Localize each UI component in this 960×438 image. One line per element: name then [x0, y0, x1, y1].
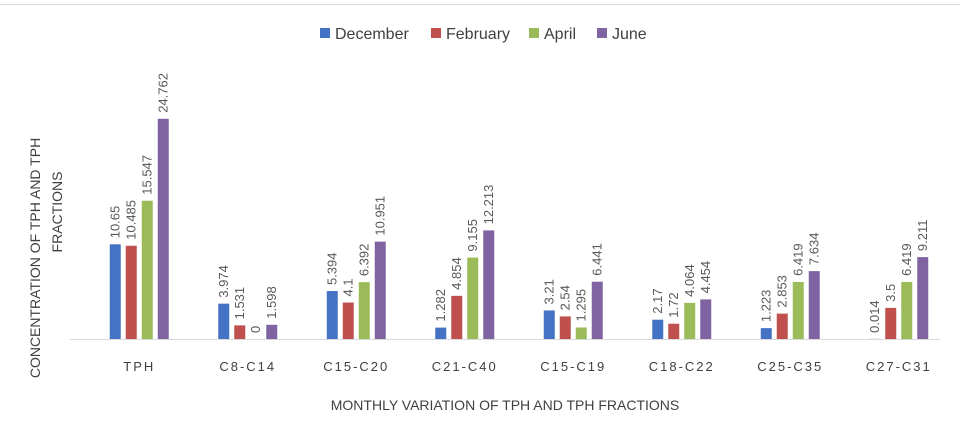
x-tick-label-3: C21-C40 [432, 359, 498, 374]
x-axis-ticks: TPH C8-C14 C15-C20 C21-C40 C15-C19 C18-C22 C25… [123, 359, 932, 374]
bar-0-3 [157, 118, 169, 339]
legend-swatch-1 [431, 28, 441, 38]
data-label-3-3: 12.213 [481, 185, 496, 225]
y-axis-title-line-2: FRACTIONS [49, 172, 65, 253]
data-label-1-3: 1.598 [264, 286, 279, 319]
bar-5-2 [684, 302, 696, 339]
bar-1-0 [218, 303, 230, 339]
data-label-1-0: 3.974 [216, 265, 231, 298]
x-tick-label-4: C15-C19 [540, 359, 606, 374]
y-axis-title: CONCENTRATION OF TPH AND TPH FRACTIONS [27, 138, 65, 378]
bar-7-3 [917, 257, 929, 339]
x-tick-label-1: C8-C14 [219, 359, 276, 374]
data-label-2-1: 4.1 [340, 278, 355, 296]
data-label-3-2: 9.155 [465, 219, 480, 252]
bar-1-1 [234, 325, 246, 339]
bar-0-2 [141, 200, 153, 339]
data-label-5-1: 1.72 [666, 292, 681, 317]
bar-1-3 [266, 324, 278, 339]
data-label-3-0: 1.282 [433, 289, 448, 322]
bars [109, 118, 929, 339]
data-label-5-0: 2.17 [650, 288, 665, 313]
bar-3-3 [483, 230, 495, 339]
bar-6-2 [792, 281, 804, 339]
bar-2-1 [342, 302, 354, 339]
bar-3-1 [451, 295, 463, 339]
legend-label-1: February [446, 26, 510, 43]
data-label-0-1: 10.485 [123, 200, 138, 240]
legend: December February April June [320, 26, 647, 43]
top-border [0, 4, 960, 5]
data-label-7-3: 9.211 [915, 220, 930, 252]
data-label-6-1: 2.853 [774, 275, 789, 308]
bar-4-0 [543, 310, 555, 339]
legend-swatch-3 [597, 28, 607, 38]
data-label-6-3: 7.634 [806, 233, 821, 266]
bar-2-3 [374, 241, 386, 339]
data-label-2-0: 5.394 [324, 252, 339, 285]
x-tick-label-2: C15-C20 [323, 359, 389, 374]
bar-0-0 [109, 244, 121, 339]
data-label-4-3: 6.441 [589, 243, 604, 276]
data-label-4-0: 3.21 [541, 279, 556, 304]
bar-0-1 [125, 245, 137, 339]
bar-4-2 [575, 327, 587, 339]
legend-swatch-0 [320, 28, 330, 38]
bar-6-0 [760, 328, 772, 339]
data-label-3-1: 4.854 [449, 257, 464, 290]
x-tick-label-0: TPH [123, 359, 155, 374]
data-label-4-2: 1.295 [573, 289, 588, 322]
x-tick-label-6: C25-C35 [757, 359, 823, 374]
bar-4-3 [591, 281, 603, 339]
legend-label-0: December [335, 26, 409, 43]
data-label-2-2: 6.392 [356, 244, 371, 277]
data-label-2-3: 10.951 [372, 196, 387, 236]
data-label-0-3: 24.762 [155, 73, 170, 113]
data-label-5-3: 4.454 [698, 261, 713, 294]
data-label-1-1: 1.531 [232, 287, 247, 320]
x-tick-label-7: C27-C31 [866, 359, 932, 374]
bar-3-0 [435, 327, 447, 339]
bar-5-1 [668, 323, 680, 339]
bar-3-2 [467, 257, 479, 339]
x-axis-title: MONTHLY VARIATION OF TPH AND TPH FRACTIO… [331, 397, 679, 413]
bar-6-3 [808, 271, 820, 339]
legend-label-3: June [612, 26, 647, 43]
bar-6-1 [776, 313, 788, 339]
data-label-4-1: 2.54 [557, 285, 572, 310]
x-tick-label-5: C18-C22 [649, 359, 715, 374]
bar-5-0 [652, 319, 664, 339]
data-label-6-0: 1.223 [758, 290, 773, 323]
legend-label-2: April [544, 26, 576, 43]
data-label-5-2: 4.064 [682, 264, 697, 297]
bar-7-2 [901, 281, 913, 339]
data-label-6-2: 6.419 [790, 243, 805, 276]
data-label-7-1: 3.5 [883, 284, 898, 302]
data-label-7-0: 0.014 [867, 300, 882, 333]
data-label-0-2: 15.547 [139, 155, 154, 195]
legend-swatch-2 [529, 28, 539, 38]
bar-7-1 [885, 307, 897, 339]
bar-2-2 [358, 282, 370, 339]
bar-2-0 [326, 291, 338, 339]
data-label-0-0: 10.65 [107, 206, 122, 239]
y-axis-title-line-1: CONCENTRATION OF TPH AND TPH [27, 138, 43, 378]
data-label-7-2: 6.419 [899, 243, 914, 276]
bar-5-3 [700, 299, 712, 339]
data-label-1-2: 0 [248, 326, 263, 333]
bar-4-1 [559, 316, 571, 339]
